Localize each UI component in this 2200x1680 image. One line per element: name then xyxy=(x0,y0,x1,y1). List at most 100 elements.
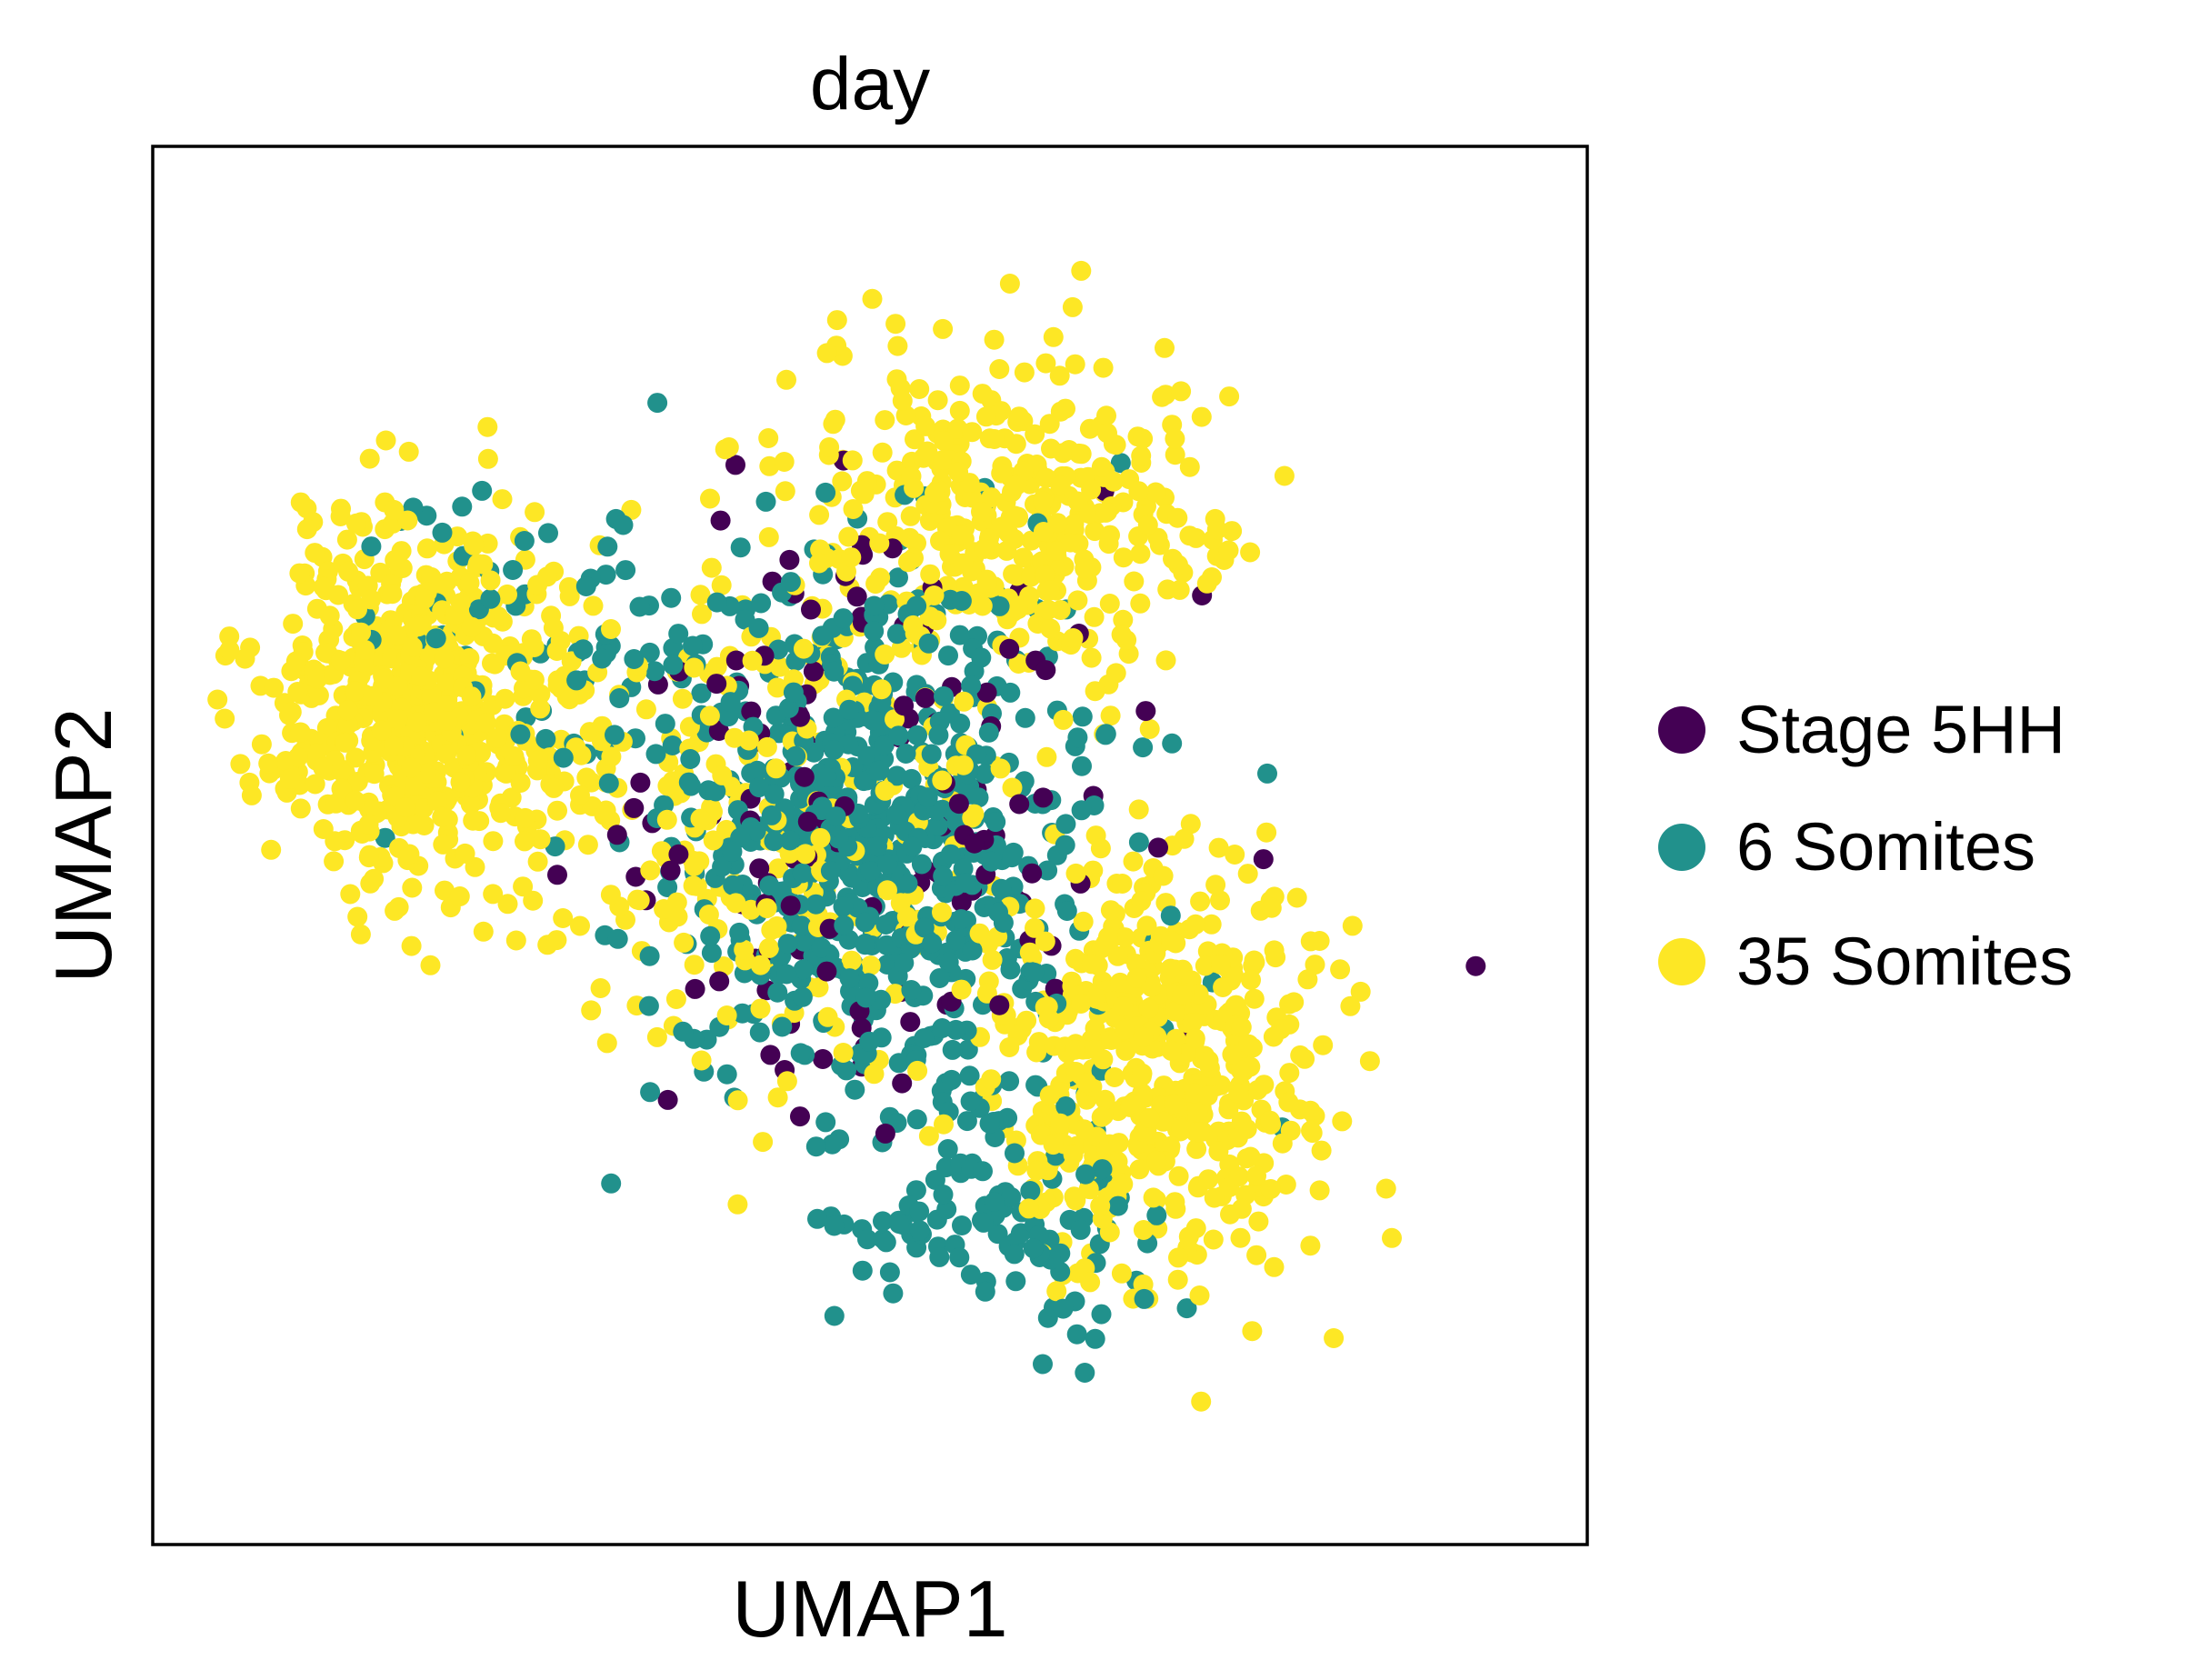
point-stage-5hh xyxy=(708,721,729,741)
point-35-somites xyxy=(547,800,567,821)
point-35-somites xyxy=(949,400,970,421)
legend-item-stage-5hh: Stage 5HH xyxy=(1658,692,2065,767)
point-35-somites xyxy=(909,379,930,399)
point-6-somites xyxy=(1072,755,1092,776)
point-6-somites xyxy=(1037,860,1058,881)
point-35-somites xyxy=(477,448,498,469)
point-35-somites xyxy=(219,640,240,661)
point-6-somites xyxy=(938,952,959,973)
point-35-somites xyxy=(460,794,481,815)
point-35-somites xyxy=(480,570,501,591)
point-35-somites xyxy=(712,765,733,785)
point-35-somites xyxy=(1309,1180,1330,1201)
point-6-somites xyxy=(592,648,613,669)
point-35-somites xyxy=(1074,1119,1095,1140)
point-6-somites xyxy=(836,1060,856,1081)
point-35-somites xyxy=(464,535,485,555)
point-35-somites xyxy=(497,894,518,915)
point-35-somites xyxy=(1182,1013,1203,1033)
point-35-somites xyxy=(810,827,831,848)
point-35-somites xyxy=(1141,976,1162,997)
point-35-somites xyxy=(1278,1092,1299,1113)
point-35-somites xyxy=(338,561,359,582)
point-35-somites xyxy=(415,588,435,609)
point-35-somites xyxy=(727,1090,748,1111)
point-6-somites xyxy=(918,633,939,654)
point-35-somites xyxy=(1019,942,1040,963)
point-35-somites xyxy=(684,657,705,678)
point-stage-5hh xyxy=(1148,837,1168,858)
point-35-somites xyxy=(530,829,551,850)
point-6-somites xyxy=(985,812,1006,833)
point-35-somites xyxy=(1218,540,1239,561)
point-35-somites xyxy=(1186,1138,1207,1159)
point-6-somites xyxy=(820,861,841,881)
point-35-somites xyxy=(1099,594,1120,614)
point-35-somites xyxy=(1071,260,1092,281)
point-35-somites xyxy=(515,831,535,852)
point-stage-5hh xyxy=(797,811,818,832)
point-35-somites xyxy=(1091,456,1112,477)
point-stage-5hh xyxy=(803,661,824,682)
point-stage-5hh xyxy=(1035,660,1056,681)
point-6-somites xyxy=(816,766,837,787)
point-35-somites xyxy=(336,529,357,550)
point-35-somites xyxy=(999,274,1020,294)
point-6-somites xyxy=(1075,1363,1095,1383)
point-35-somites xyxy=(1241,970,1261,990)
point-6-somites xyxy=(1075,1164,1096,1185)
point-35-somites xyxy=(1046,1281,1067,1302)
point-6-somites xyxy=(869,760,890,781)
point-stage-5hh xyxy=(780,895,801,916)
point-35-somites xyxy=(1164,1094,1185,1115)
point-35-somites xyxy=(971,502,991,522)
point-35-somites xyxy=(543,617,564,638)
point-35-somites xyxy=(596,1033,617,1054)
point-6-somites xyxy=(883,1283,904,1304)
point-35-somites xyxy=(215,708,235,729)
point-6-somites xyxy=(911,854,932,875)
point-6-somites xyxy=(975,764,995,785)
point-6-somites xyxy=(1091,1304,1112,1325)
point-35-somites xyxy=(1093,1049,1114,1070)
point-35-somites xyxy=(1091,1106,1112,1127)
point-35-somites xyxy=(672,688,693,709)
point-6-somites xyxy=(888,567,908,588)
point-35-somites xyxy=(455,843,475,864)
point-35-somites xyxy=(553,908,574,928)
point-35-somites xyxy=(1046,541,1067,561)
point-35-somites xyxy=(307,668,328,689)
point-35-somites xyxy=(1049,365,1070,386)
point-6-somites xyxy=(879,1262,900,1283)
point-6-somites xyxy=(833,896,854,917)
point-35-somites xyxy=(1311,1140,1332,1161)
point-6-somites xyxy=(901,768,922,789)
point-35-somites xyxy=(1063,1145,1084,1165)
point-35-somites xyxy=(319,605,340,626)
point-6-somites xyxy=(1023,1238,1044,1259)
point-6-somites xyxy=(933,865,954,886)
legend: Stage 5HH 6 Somites 35 Somites xyxy=(1658,692,2073,999)
point-35-somites xyxy=(1225,995,1245,1016)
point-35-somites xyxy=(1039,580,1060,601)
point-35-somites xyxy=(1261,897,1282,918)
point-stage-5hh xyxy=(816,961,837,982)
point-35-somites xyxy=(1168,1165,1189,1186)
point-35-somites xyxy=(753,1132,774,1153)
point-35-somites xyxy=(925,483,945,504)
point-35-somites xyxy=(401,935,422,956)
point-35-somites xyxy=(1014,362,1035,383)
point-35-somites xyxy=(684,955,705,975)
point-6-somites xyxy=(655,714,675,735)
point-35-somites xyxy=(1197,1085,1218,1106)
point-35-somites xyxy=(1185,1028,1205,1049)
point-stage-5hh xyxy=(1009,794,1030,815)
point-6-somites xyxy=(886,624,907,645)
point-6-somites xyxy=(615,560,636,581)
point-35-somites xyxy=(345,681,365,702)
point-35-somites xyxy=(289,563,310,584)
point-6-somites xyxy=(777,934,798,955)
point-35-somites xyxy=(887,335,908,356)
point-35-somites xyxy=(219,626,240,647)
point-35-somites xyxy=(436,744,457,765)
